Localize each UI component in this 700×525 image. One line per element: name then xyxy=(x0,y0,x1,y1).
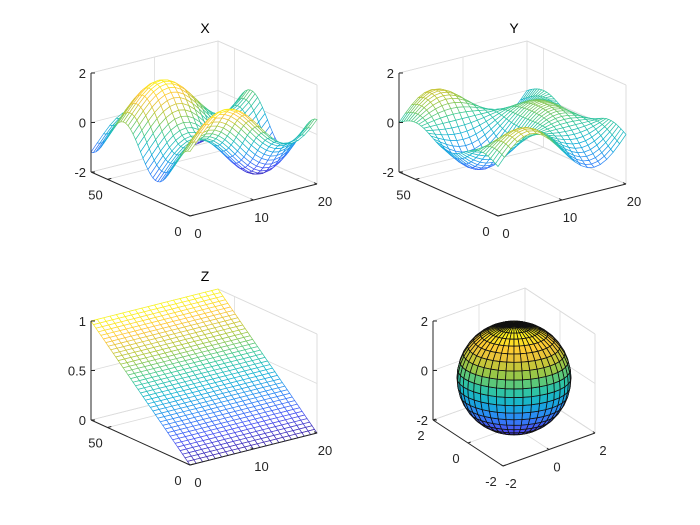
z-tick-label: 0 xyxy=(387,116,394,131)
y-tick-label: 0 xyxy=(482,224,489,239)
subplot-x: 0 10 20 0 50-2 0 2 X xyxy=(74,20,332,241)
z-tick-label: 0 xyxy=(79,116,86,131)
y-tick-label: 50 xyxy=(88,436,102,451)
sphere-surface xyxy=(456,320,572,436)
subplot-y: 0 10 20 0 50-2 0 2 Y xyxy=(382,20,641,241)
z-tick-label: 2 xyxy=(79,66,86,81)
subplot-title: Z xyxy=(201,268,210,284)
z-tick-label: 0.5 xyxy=(68,364,86,379)
z-tick-label: 0 xyxy=(421,364,428,379)
z-tick-label: 2 xyxy=(421,314,428,329)
x-tick-label: 0 xyxy=(502,226,509,241)
y-tick-label: 0 xyxy=(452,451,459,466)
x-tick-label: 0 xyxy=(194,475,201,490)
subplot-sphere: -202-202-202 xyxy=(416,287,607,491)
y-tick-label: 0 xyxy=(174,224,181,239)
z-tick-label: 2 xyxy=(387,66,394,81)
mesh-surface xyxy=(90,79,318,183)
z-tick-label: 0 xyxy=(79,413,86,428)
mesh-surface xyxy=(90,288,318,466)
subplot-title: Y xyxy=(509,20,519,36)
x-tick-label: 20 xyxy=(627,194,641,209)
x-tick-label: 20 xyxy=(318,194,332,209)
x-tick-label: 0 xyxy=(194,226,201,241)
x-tick-label: 10 xyxy=(254,210,268,225)
subplot-title: X xyxy=(200,20,210,36)
y-tick-label: 2 xyxy=(417,428,424,443)
z-tick-label: -2 xyxy=(382,165,394,180)
mesh-surface xyxy=(398,88,627,171)
y-tick-label: -2 xyxy=(485,474,497,489)
y-tick-label: 0 xyxy=(174,473,181,488)
y-tick-label: 50 xyxy=(88,187,102,202)
x-tick-label: 2 xyxy=(599,443,606,458)
x-tick-label: 10 xyxy=(254,459,268,474)
z-tick-label: -2 xyxy=(74,165,86,180)
z-tick-label: 1 xyxy=(79,314,86,329)
z-tick-label: -2 xyxy=(416,413,428,428)
x-tick-label: 20 xyxy=(318,443,332,458)
y-tick-label: 50 xyxy=(396,187,410,202)
x-tick-label: 10 xyxy=(563,210,577,225)
x-tick-label: 0 xyxy=(553,460,560,475)
x-tick-label: -2 xyxy=(505,476,517,491)
